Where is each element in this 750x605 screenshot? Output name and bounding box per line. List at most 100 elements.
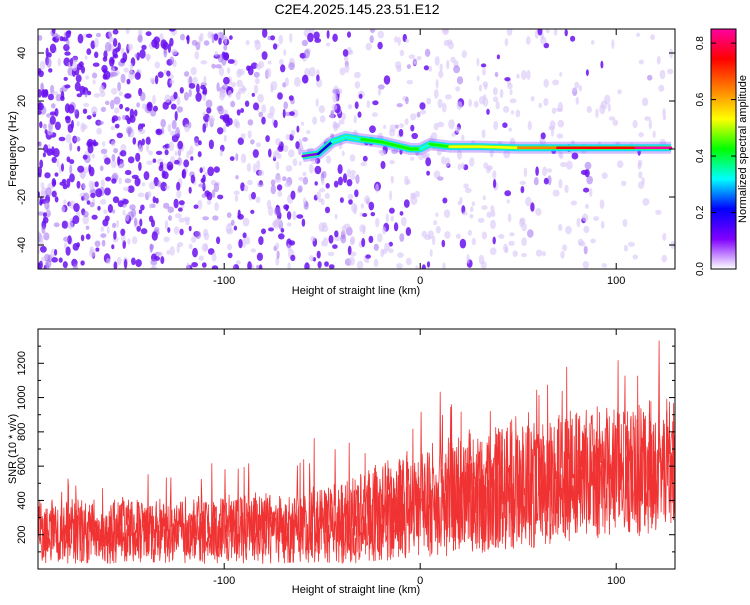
noise-blob: [467, 229, 472, 236]
noise-blob: [146, 160, 154, 165]
noise-blob: [565, 225, 572, 235]
noise-blob: [284, 77, 289, 87]
noise-blob: [111, 178, 117, 184]
snr-xtick-label: 0: [417, 575, 423, 587]
noise-blob: [38, 260, 43, 269]
noise-blob: [194, 137, 200, 147]
noise-blob: [516, 73, 520, 79]
noise-blob: [73, 109, 78, 115]
noise-blob: [140, 91, 146, 102]
noise-blob: [658, 84, 665, 92]
ridge-segment: [301, 152, 320, 158]
noise-blob: [356, 260, 364, 269]
noise-blob: [482, 68, 486, 76]
noise-blob: [471, 201, 475, 207]
noise-blob: [298, 161, 302, 166]
noise-blob: [332, 244, 338, 249]
noise-blob: [191, 262, 199, 268]
noise-blob: [284, 182, 292, 188]
noise-blob: [64, 51, 71, 56]
noise-blob: [373, 258, 379, 268]
noise-blob: [384, 242, 391, 252]
noise-blob: [113, 107, 120, 114]
noise-blob: [584, 169, 590, 178]
noise-blob: [91, 106, 98, 115]
noise-blob: [188, 75, 193, 86]
noise-blob: [201, 262, 207, 268]
noise-blob: [148, 203, 153, 209]
noise-blob: [406, 179, 411, 185]
noise-blob: [551, 107, 557, 114]
noise-blob: [436, 148, 442, 156]
noise-blob: [41, 225, 46, 234]
noise-blob: [80, 234, 85, 242]
noise-blob: [295, 141, 300, 150]
noise-blob: [481, 231, 487, 240]
noise-blob: [218, 37, 222, 45]
spectrogram-xtick-label: 100: [607, 275, 625, 287]
noise-blob: [66, 39, 70, 47]
noise-blob: [90, 192, 96, 199]
noise-blob: [397, 36, 401, 46]
noise-blob: [455, 233, 461, 239]
noise-blob: [261, 51, 268, 60]
noise-blob: [277, 190, 283, 197]
noise-blob: [78, 61, 84, 68]
noise-blob: [155, 150, 163, 155]
noise-blob: [272, 151, 277, 159]
noise-blob: [141, 44, 147, 51]
noise-blob: [373, 243, 379, 251]
noise-blob: [92, 62, 100, 67]
noise-blob: [314, 165, 322, 175]
noise-blob: [111, 244, 115, 250]
noise-blob: [202, 174, 206, 183]
noise-blob: [113, 96, 121, 105]
noise-blob: [67, 104, 75, 114]
ridge-segment: [477, 145, 520, 150]
noise-blob: [369, 125, 376, 133]
noise-blob: [164, 185, 170, 190]
noise-blob: [377, 88, 382, 96]
noise-blob: [202, 166, 206, 173]
noise-blob: [254, 77, 260, 85]
noise-blob: [198, 140, 202, 146]
noise-blob: [176, 189, 182, 199]
noise-blob: [122, 198, 129, 205]
noise-blob: [208, 115, 215, 124]
noise-blob: [113, 261, 118, 269]
noise-blob: [289, 32, 293, 43]
noise-blob: [85, 233, 91, 240]
noise-blob: [151, 219, 155, 228]
noise-blob: [380, 160, 386, 170]
noise-blob: [482, 81, 489, 88]
noise-blob: [120, 234, 126, 242]
noise-blob: [270, 179, 276, 186]
noise-blob: [96, 127, 102, 135]
noise-blob: [393, 222, 399, 232]
noise-blob: [150, 258, 158, 266]
noise-blob: [122, 115, 126, 120]
noise-blob: [328, 234, 334, 244]
noise-blob: [183, 91, 189, 101]
noise-blob: [461, 50, 467, 58]
noise-blob: [360, 161, 367, 167]
noise-blob: [476, 57, 480, 67]
noise-blob: [120, 228, 126, 236]
noise-blob: [385, 213, 389, 223]
noise-blob: [383, 124, 387, 129]
noise-blob: [247, 261, 252, 269]
noise-blob: [202, 123, 206, 133]
noise-blob: [490, 205, 495, 213]
noise-blob: [456, 76, 464, 85]
noise-blob: [258, 111, 264, 118]
noise-blob: [93, 141, 99, 147]
noise-blob: [583, 225, 590, 234]
noise-blob: [257, 181, 264, 188]
noise-blob: [443, 209, 451, 219]
noise-blob: [40, 82, 44, 91]
noise-blob: [504, 246, 509, 254]
noise-blob: [127, 238, 131, 245]
noise-blob: [285, 165, 293, 172]
noise-blob: [227, 89, 232, 98]
noise-blob: [42, 89, 49, 98]
